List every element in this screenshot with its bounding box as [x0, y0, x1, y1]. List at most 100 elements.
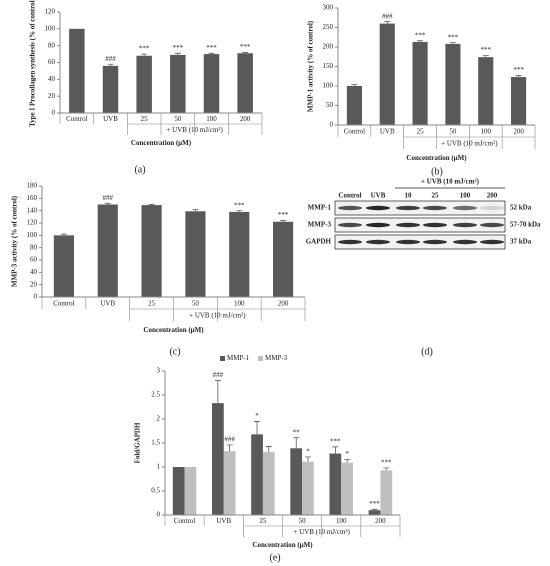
- significance-label: ###: [224, 436, 235, 444]
- blot-band: [396, 239, 420, 245]
- significance-label: ***: [415, 31, 426, 39]
- x-tick-label: UVB: [103, 115, 118, 123]
- y-tick-label: 80: [48, 41, 56, 49]
- protein-label: MMP-1: [308, 204, 332, 212]
- bar: [237, 53, 253, 113]
- significance-label: *: [255, 412, 259, 420]
- blot-band: [366, 239, 390, 245]
- y-tick-label: 150: [323, 62, 334, 70]
- x-tick-label: 200: [375, 517, 386, 525]
- y-tick-label: 140: [27, 206, 38, 214]
- blot-band: [338, 239, 362, 245]
- size-label: 37 kDa: [510, 238, 532, 246]
- x-tick-label: 200: [513, 128, 524, 136]
- blot-band: [423, 205, 447, 211]
- bar: [136, 55, 152, 113]
- y-axis-label: Fold/GAPDH: [134, 422, 142, 463]
- y-tick-label: 3: [157, 367, 161, 375]
- significance-label: ***: [278, 211, 289, 219]
- y-tick-label: 1.5: [151, 439, 160, 447]
- lane-label: 200: [487, 192, 498, 200]
- x-tick-label: 100: [206, 115, 217, 123]
- error-bar: [332, 446, 339, 454]
- y-axis-label: MMP-1 activity (% of control): [307, 20, 315, 112]
- bar: [69, 28, 85, 113]
- bar: [172, 467, 185, 515]
- error-bar: [383, 467, 390, 471]
- error-bar: [265, 446, 272, 453]
- x-tick-label: 25: [259, 517, 267, 525]
- significance-label: *: [306, 448, 310, 456]
- x-tick-label: 50: [449, 128, 457, 136]
- bar: [184, 467, 197, 515]
- significance-label: ***: [206, 44, 217, 52]
- y-tick-label: 60: [48, 58, 56, 66]
- error-bar: [371, 508, 378, 511]
- blot-band: [338, 222, 362, 228]
- bar: [102, 65, 119, 113]
- y-tick-label: 0.5: [151, 487, 160, 495]
- y-tick-label: 2: [157, 415, 161, 423]
- caption: (c): [169, 346, 180, 357]
- x-tick-label: 50: [192, 300, 200, 308]
- error-bar: [104, 202, 111, 205]
- x-tick-label: 50: [299, 517, 307, 525]
- bar: [379, 23, 395, 126]
- significance-label: ***: [173, 44, 184, 52]
- y-tick-label: 60: [30, 256, 38, 264]
- y-tick-label: 160: [27, 194, 38, 202]
- bar: [273, 221, 294, 297]
- y-tick-label: 1: [157, 463, 161, 471]
- y-tick-label: 20: [30, 280, 38, 288]
- y-tick-label: 0: [34, 293, 38, 301]
- bar: [251, 434, 263, 515]
- blot-band: [396, 222, 420, 228]
- error-bar: [280, 220, 287, 222]
- caption: (e): [269, 552, 280, 563]
- bar: [511, 77, 527, 125]
- caption: (d): [421, 346, 433, 357]
- blot-band: [480, 222, 504, 228]
- bar: [380, 470, 393, 515]
- group-label: + UVB (10 mJ/cm²): [441, 140, 498, 148]
- x-tick-label: UVB: [216, 517, 231, 525]
- significance-label: ###: [105, 55, 116, 63]
- y-tick-label: 300: [323, 4, 334, 12]
- bar: [141, 205, 162, 297]
- bar: [290, 448, 303, 515]
- error-bar: [515, 75, 522, 78]
- size-label: 52 kDa: [510, 204, 532, 212]
- y-tick-label: 0: [52, 109, 56, 117]
- bar: [223, 451, 236, 515]
- legend-label: MMP-1: [227, 354, 250, 362]
- bar: [341, 462, 353, 515]
- size-label: 57-70 kDa: [510, 221, 541, 229]
- x-tick-label: 100: [481, 128, 492, 136]
- x-axis-label: Concentration (μM): [252, 541, 313, 549]
- y-tick-label: 0: [157, 511, 161, 519]
- blot-band: [480, 205, 504, 211]
- blot-band: [453, 205, 477, 211]
- bar: [229, 211, 250, 297]
- lane-label: 10: [405, 192, 413, 200]
- caption: (a): [134, 164, 145, 175]
- x-tick-label: 100: [336, 517, 347, 525]
- bar: [478, 57, 494, 125]
- caption: (b): [431, 166, 443, 177]
- protein-label: GAPDH: [306, 238, 332, 246]
- error-bar: [482, 55, 489, 58]
- legend-swatch: [258, 356, 263, 361]
- y-axis-label: MMP-3 activity (% of control): [11, 195, 19, 287]
- x-tick-label: 50: [174, 115, 182, 123]
- y-tick-label: 250: [323, 23, 334, 31]
- y-tick-label: 20: [48, 92, 56, 100]
- error-bar: [174, 52, 181, 55]
- x-tick-label: 25: [141, 115, 149, 123]
- error-bar: [208, 52, 215, 55]
- lane-label: UVB: [371, 192, 386, 200]
- bar: [368, 510, 381, 515]
- y-tick-label: 200: [323, 43, 334, 51]
- x-tick-label: Control: [344, 128, 365, 136]
- bar: [329, 453, 342, 515]
